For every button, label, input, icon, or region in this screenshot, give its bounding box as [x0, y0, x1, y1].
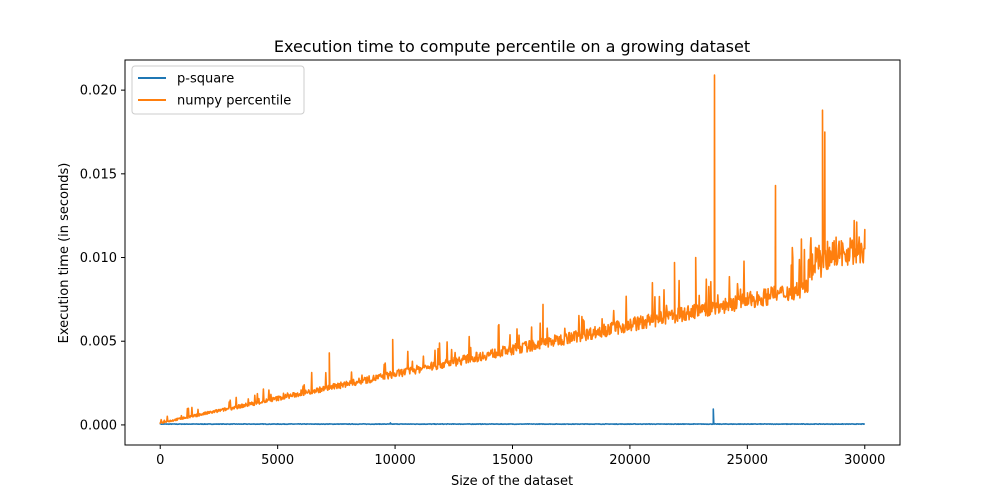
p-square-line	[159, 408, 866, 426]
x-axis-title: Size of the dataset	[451, 474, 573, 489]
x-tick-label: 15000	[492, 453, 533, 468]
legend: p-square numpy percentile	[131, 65, 305, 115]
x-tick-label: 25000	[727, 453, 768, 468]
y-axis: 0.000 0.005 0.010 0.015 0.020	[80, 84, 125, 433]
x-tick-label: 5000	[261, 453, 294, 468]
x-tick-label: 0	[156, 453, 164, 468]
x-axis: 0 5000 10000 15000 20000 25000 30000	[156, 445, 885, 468]
y-tick-label: 0.000	[80, 418, 117, 433]
y-tick-label: 0.005	[80, 335, 117, 350]
x-tick-label: 30000	[844, 453, 885, 468]
y-axis-title: Execution time (in seconds)	[57, 163, 72, 344]
legend-label-numpy-percentile: numpy percentile	[177, 94, 291, 109]
chart-title: Execution time to compute percentile on …	[274, 37, 750, 56]
y-tick-label: 0.020	[80, 84, 117, 99]
y-tick-label: 0.015	[80, 167, 117, 182]
x-tick-label: 20000	[609, 453, 650, 468]
numpy-percentile-line	[159, 74, 866, 424]
legend-label-p-square: p-square	[177, 72, 234, 87]
x-tick-label: 10000	[374, 453, 415, 468]
legend-box	[131, 65, 305, 115]
y-tick-label: 0.010	[80, 251, 117, 266]
